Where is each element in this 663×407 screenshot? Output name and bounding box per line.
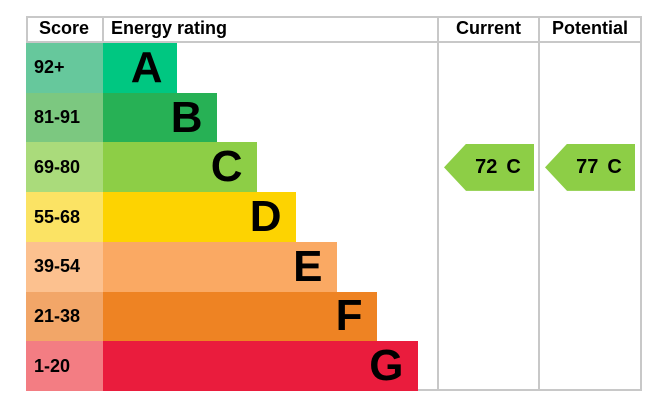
current-value: 72 (475, 155, 498, 178)
potential-column-divider (538, 16, 540, 391)
header-score: Score (38, 18, 90, 38)
score-cell-g: 1-20 (26, 341, 103, 392)
band-row-a: 92+ A (26, 43, 437, 93)
score-cell-e: 39-54 (26, 241, 103, 292)
chart-body: 92+ A 81-91 B 69-80 C (26, 43, 642, 392)
potential-grade: C (607, 155, 622, 178)
grade-letter-g: G (369, 341, 404, 391)
band-row-e: 39-54 E (26, 241, 437, 292)
potential-arrow: 77 C (545, 143, 635, 191)
potential-value: 77 (576, 155, 599, 178)
grade-letter-b: B (170, 92, 203, 142)
epc-chart: Score Energy rating Current Potential 92… (26, 16, 642, 392)
grade-letter-a: A (130, 42, 163, 92)
rating-bar-a: A (103, 43, 177, 93)
grade-letter-e: E (293, 241, 323, 291)
header-potential: Potential (551, 18, 628, 38)
rating-bar-c: C (103, 142, 257, 193)
header-left-border (26, 16, 28, 43)
rating-bar-f: F (103, 291, 377, 342)
rating-bar-e: E (103, 241, 337, 292)
grade-letter-c: C (210, 142, 243, 192)
band-row-f: 21-38 F (26, 291, 437, 342)
grade-letter-f: F (335, 291, 363, 341)
rating-bands: 92+ A 81-91 B 69-80 C (26, 43, 437, 392)
band-row-g: 1-20 G (26, 341, 437, 392)
current-column-divider (437, 16, 439, 391)
score-cell-d: 55-68 (26, 192, 103, 242)
band-row-d: 55-68 D (26, 192, 437, 242)
rating-bar-d: D (103, 192, 296, 242)
rating-bar-g: G (103, 341, 418, 392)
current-grade: C (506, 155, 521, 178)
current-arrow: 72 C (444, 143, 534, 191)
potential-column: 77 C (540, 43, 640, 391)
band-row-b: 81-91 B (26, 92, 437, 143)
score-column-divider (102, 16, 104, 43)
header-energy-rating: Energy rating (111, 18, 228, 38)
header-row: Score Energy rating Current Potential (26, 16, 642, 41)
table-top-border (26, 16, 642, 18)
band-row-c: 69-80 C (26, 142, 437, 193)
table-bottom-border (418, 389, 642, 391)
header-current: Current (455, 18, 521, 38)
score-cell-f: 21-38 (26, 291, 103, 342)
score-cell-c: 69-80 (26, 142, 103, 193)
rating-bar-b: B (103, 92, 217, 143)
header-bottom-border (26, 41, 642, 43)
table-right-border (640, 16, 642, 391)
score-cell-a: 92+ (26, 43, 103, 93)
score-cell-b: 81-91 (26, 92, 103, 143)
current-column: 72 C (439, 43, 538, 391)
grade-letter-d: D (249, 192, 282, 242)
